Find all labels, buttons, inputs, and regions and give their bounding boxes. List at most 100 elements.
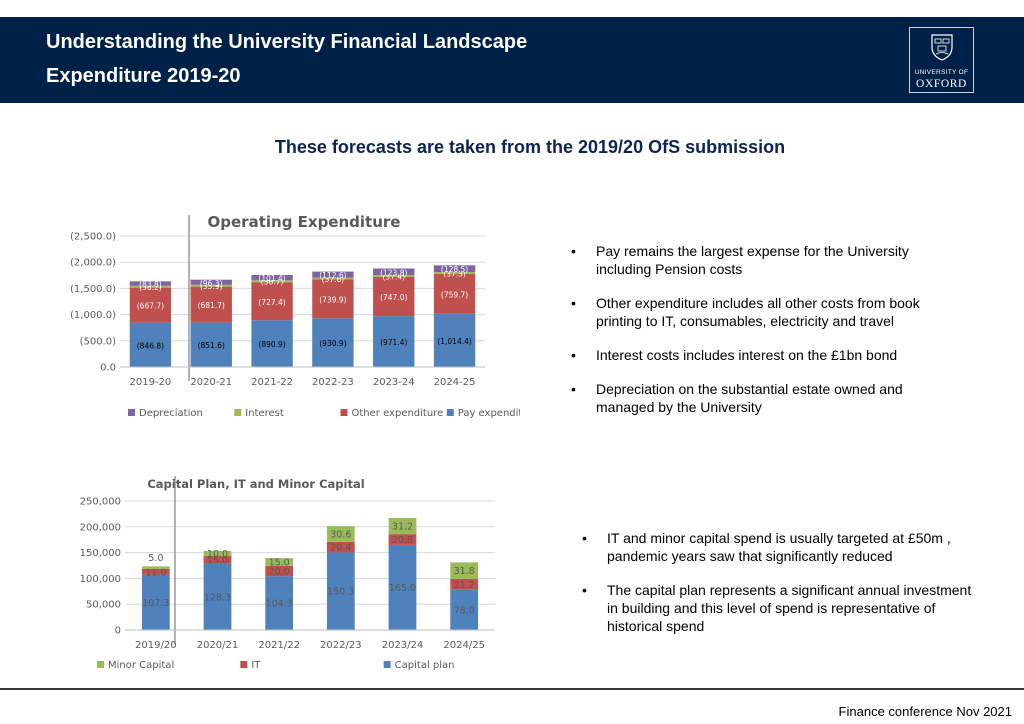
y-tick-label: 200,000 (80, 522, 121, 533)
bar-segment (203, 563, 232, 630)
x-tick-label: 2021/22 (258, 640, 300, 651)
legend-label: Minor Capital (108, 660, 174, 671)
bar-segment (251, 320, 293, 367)
bar-segment (129, 285, 172, 288)
bar-segment (433, 265, 476, 273)
y-tick-label: (500.0) (80, 336, 117, 347)
data-label: (112.6) (319, 271, 346, 280)
chart-title: Operating Expenditure (208, 213, 401, 231)
x-tick-label: 2023/24 (382, 640, 424, 651)
bullet-item: • Other expenditure includes all other co… (571, 295, 920, 329)
legend-label: Pay expenditure (458, 408, 520, 419)
x-tick-label: 2020/21 (197, 640, 239, 651)
legend-label: IT (251, 660, 261, 671)
bar-segment (251, 280, 293, 283)
x-tick-label: 2022/23 (320, 640, 362, 651)
crest-icon (931, 34, 953, 61)
data-label: 20.4 (330, 543, 351, 554)
data-label: (36.7) (261, 278, 284, 287)
data-label: 10.0 (207, 549, 228, 560)
data-label: (739.9) (319, 295, 346, 304)
data-label: (35.9) (200, 282, 223, 291)
bar-segment (450, 589, 479, 630)
data-label: 5.0 (148, 553, 163, 564)
bullets-operating: • Pay remains the largest expense for the… (571, 242, 951, 432)
bar-segment (265, 576, 294, 630)
data-label: 107.3 (142, 598, 169, 609)
bullet-item: • Pay remains the largest expense for the… (571, 243, 909, 277)
data-label: 78.0 (454, 605, 475, 616)
logo-university-of: UNIVERSITY OF (914, 69, 969, 76)
bar-segment (190, 286, 232, 323)
bar-segment (141, 574, 170, 630)
legend-label: Other expenditure (352, 408, 444, 419)
legend-label: Depreciation (139, 408, 203, 419)
bullet-item: • Interest costs includes interest on the… (571, 347, 898, 363)
x-tick-label: 2023-24 (373, 377, 415, 388)
footer-text: Finance conference Nov 2021 (838, 704, 1012, 719)
bar-segment (251, 282, 293, 321)
bar-segment (326, 552, 355, 630)
bar-segment (373, 316, 415, 367)
bar-segment (388, 544, 417, 630)
data-label: (759.7) (441, 290, 468, 299)
bar-segment (433, 313, 476, 367)
x-tick-label: 2022-23 (312, 377, 354, 388)
bullets-capital: • IT and minor capital spend is usually t… (582, 529, 977, 651)
bullet-item: • Depreciation on the substantial estate … (571, 381, 903, 415)
data-label: 31.8 (454, 566, 475, 577)
bar-segment (265, 558, 294, 566)
data-label: (667.7) (137, 302, 164, 311)
data-label: (681.7) (198, 301, 225, 310)
x-tick-label: 2019-20 (130, 377, 172, 388)
bar-segment (141, 568, 170, 575)
data-label: 20.0 (269, 567, 290, 578)
bar-segment (312, 318, 354, 367)
data-label: (851.6) (198, 341, 225, 350)
data-label: 30.6 (330, 530, 351, 541)
x-tick-label: 2021-22 (251, 377, 293, 388)
data-label: (930.9) (319, 339, 346, 348)
data-label: (36.2) (139, 283, 162, 292)
bar-segment (129, 281, 172, 286)
x-tick-label: 2024/25 (443, 640, 485, 651)
legend-swatch (383, 661, 391, 668)
y-tick-label: 0 (115, 626, 121, 637)
data-label: 104.3 (266, 599, 293, 610)
y-tick-label: (2,000.0) (70, 258, 116, 269)
data-label: 31.2 (392, 522, 413, 533)
y-tick-label: 150,000 (80, 548, 121, 559)
bar-segment (373, 276, 415, 317)
x-tick-label: 2020-21 (190, 377, 232, 388)
legend-label: Interest (245, 408, 284, 419)
logo-oxford: OXFORD (916, 78, 967, 90)
header-bar (0, 17, 1024, 103)
capital-plan-chart: 250,000 200,000 150,000 100,000 50,000 0 Capit… (80, 476, 495, 671)
data-label: (747.0) (380, 293, 407, 302)
oxford-logo: UNIVERSITY OF OXFORD (909, 27, 974, 93)
data-label: 165.0 (389, 583, 416, 594)
bar-segment (373, 274, 415, 277)
y-tick-label: (2,500.0) (70, 232, 116, 243)
slide-subtitle: Expenditure 2019-20 (46, 65, 241, 87)
forecast-note: These forecasts are taken from the 2019/… (274, 137, 786, 157)
bar-segment (129, 287, 172, 323)
data-label: (128.5) (441, 265, 468, 274)
bar-segment (450, 562, 479, 579)
x-tick-label: 2019/20 (135, 640, 177, 651)
legend-swatch (97, 661, 104, 668)
bar-segment (373, 268, 415, 275)
data-label: (123.8) (380, 268, 407, 277)
operating-expenditure-chart: (2,500.0) (2,000.0) (1,500.0) (1,000.0) (500… (70, 213, 520, 419)
data-label: (1,014.4) (437, 337, 472, 346)
bar-segment (450, 578, 479, 590)
legend-label: Capital plan (395, 660, 455, 671)
data-label: (846.8) (137, 341, 164, 350)
x-tick-label: 2024-25 (434, 377, 476, 388)
data-label: 128.3 (204, 592, 231, 603)
data-label: 150.3 (327, 587, 354, 598)
legend-swatch (446, 409, 454, 416)
data-label: (96.3) (200, 279, 223, 288)
footer-divider (0, 688, 1024, 690)
data-label: (101.4) (258, 274, 285, 283)
